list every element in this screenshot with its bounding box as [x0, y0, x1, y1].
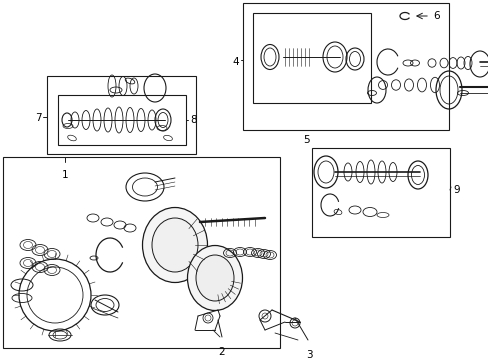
Text: 6: 6 — [432, 11, 439, 21]
Ellipse shape — [152, 218, 198, 272]
Bar — [58, 95, 185, 145]
Text: 7: 7 — [35, 113, 42, 123]
Text: 3: 3 — [305, 350, 312, 360]
Ellipse shape — [142, 207, 207, 283]
Bar — [311, 148, 449, 237]
Bar — [243, 3, 448, 130]
Bar — [3, 157, 280, 348]
Text: 4: 4 — [232, 57, 239, 67]
Ellipse shape — [196, 255, 234, 301]
Text: 1: 1 — [61, 170, 68, 180]
Text: 5: 5 — [303, 135, 310, 145]
Ellipse shape — [187, 246, 242, 310]
Bar — [47, 76, 196, 154]
Bar — [252, 13, 370, 103]
Text: 2: 2 — [218, 347, 225, 357]
Text: 8: 8 — [190, 115, 196, 125]
Text: 9: 9 — [452, 185, 459, 195]
